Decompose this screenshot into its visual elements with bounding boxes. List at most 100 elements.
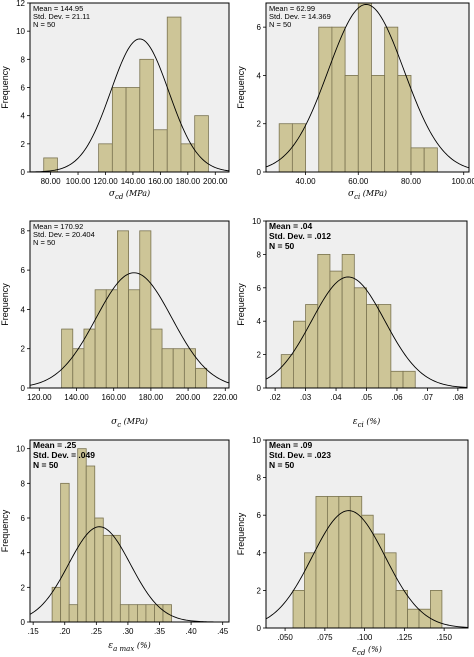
x-tick-label: 160.00 [148,177,173,186]
histogram-bar [317,253,331,389]
histogram-bar [423,147,438,173]
stats-line: Std. Dev. = 21.11 [33,12,90,21]
histogram-panel-2: 0 2 4 6 40.00 60.00 80.00 100.00 Frequency σci (M… [236,2,474,201]
histogram-bar [145,604,155,623]
x-tick-label: .04 [330,393,342,402]
histogram-bar [344,75,359,173]
stats-line: Mean = 144.95 [33,4,83,13]
normal-curve [265,3,470,169]
y-tick-label: 2 [21,583,26,592]
histogram-bar [378,304,392,389]
histogram-bar [139,58,154,173]
x-tick-label: 40.00 [296,177,317,186]
histogram-panel-5: 0 2 4 6 8 10 .15 .20 .25 .30 .35 .40 .45 Frequency εa … [0,439,230,653]
y-tick-label: 2 [21,345,26,354]
x-tick-label: 140.00 [64,393,89,402]
histogram-bar [402,370,416,389]
x-tick-label: 60.00 [348,177,369,186]
plot-frame [29,439,230,623]
stats-line: Std. Dev. = .012 [269,231,331,241]
y-tick-label: 4 [257,71,262,80]
y-tick-label: 0 [21,168,26,177]
histogram-bar [102,534,113,623]
stats-line: N = 50 [269,460,295,470]
histogram-bar [94,289,107,389]
x-tick-label: .08 [452,393,464,402]
histogram-bar [397,75,412,173]
histogram-bar [278,123,293,173]
y-tick-label: 8 [21,227,26,236]
histogram-bar [83,328,96,389]
plot-frame [265,439,469,629]
stats-line: Mean = .09 [269,440,313,450]
x-tick-label: 80.00 [401,177,422,186]
y-axis-label: Frequency [0,66,10,109]
stats-line: N = 50 [269,241,295,251]
y-axis-label: Frequency [236,66,246,109]
stats-line: Mean = 62.99 [269,4,315,13]
histogram-panel-1: 0 2 4 6 8 10 12 80.00 100.00 120.00 140.00 160.00 18… [0,0,230,201]
y-tick-label: 0 [257,384,262,393]
histogram-bar [77,448,87,623]
histogram-panel-3: 0 2 4 6 8 120.00 140.00 160.00 180.00 200.00 220.0… [0,220,238,429]
histogram-bar [117,230,129,389]
x-tick-label: .125 [397,633,413,642]
x-tick-label: 120.00 [93,177,118,186]
stats-line: N = 50 [33,238,55,247]
y-tick-label: 8 [257,474,262,483]
histogram-bar [166,16,182,173]
histogram-bar [180,143,196,173]
stats-line: N = 50 [269,20,291,29]
histogram-bar [51,586,62,623]
x-tick-label: .07 [422,393,434,402]
plot-frame [29,220,230,389]
histogram-bar [407,608,420,629]
x-tick-label: .075 [317,633,333,642]
histogram-panel-6: 0 2 4 6 8 10 .050 .075 .100 .125 .150 Frequency εcd … [236,436,469,657]
stats-line: N = 50 [33,20,55,29]
y-tick-label: 6 [257,23,262,32]
histogram-bar [195,367,208,389]
x-tick-label: 100.00 [66,177,91,186]
y-tick-label: 4 [257,549,262,558]
y-tick-label: 8 [21,55,26,64]
stats-line: Std. Dev. = .049 [33,450,95,460]
histogram-bar [372,533,386,629]
histogram-bar [150,328,163,389]
normal-curve [29,38,230,173]
x-tick-label: .100 [357,633,373,642]
y-axis-label: Frequency [0,509,10,552]
y-tick-label: 6 [21,266,26,275]
x-tick-label: 160.00 [101,393,126,402]
histogram-bar [111,534,121,623]
x-tick-label: .06 [391,393,403,402]
y-tick-label: 6 [257,511,262,520]
histogram-bar [293,320,306,389]
x-tick-label: .25 [91,627,103,636]
x-axis-label: σcd (MPa) [109,189,150,201]
stats-line: N = 50 [33,460,59,470]
histogram-bar [331,26,346,173]
y-axis-label: Frequency [0,283,10,326]
histogram-bar [85,465,96,623]
y-tick-label: 12 [16,0,25,8]
x-axis-label: εci (%) [353,417,380,429]
x-tick-label: 200.00 [176,393,201,402]
x-tick-label: 180.00 [176,177,201,186]
histogram-bar [128,604,138,623]
plot-frame [265,2,470,173]
x-tick-label: .40 [186,627,198,636]
x-tick-label: 100.00 [451,177,474,186]
y-tick-label: 8 [257,250,262,259]
histogram-bar [329,270,343,389]
histogram-bar [125,87,141,173]
histogram-bar [305,304,319,389]
x-tick-label: .150 [436,633,452,642]
y-tick-label: 4 [21,549,26,558]
histogram-bar [194,115,209,173]
y-tick-label: 2 [21,140,26,149]
y-tick-label: 10 [16,445,25,454]
normal-curve [29,272,230,386]
x-axis-label: εcd (%) [352,645,382,657]
